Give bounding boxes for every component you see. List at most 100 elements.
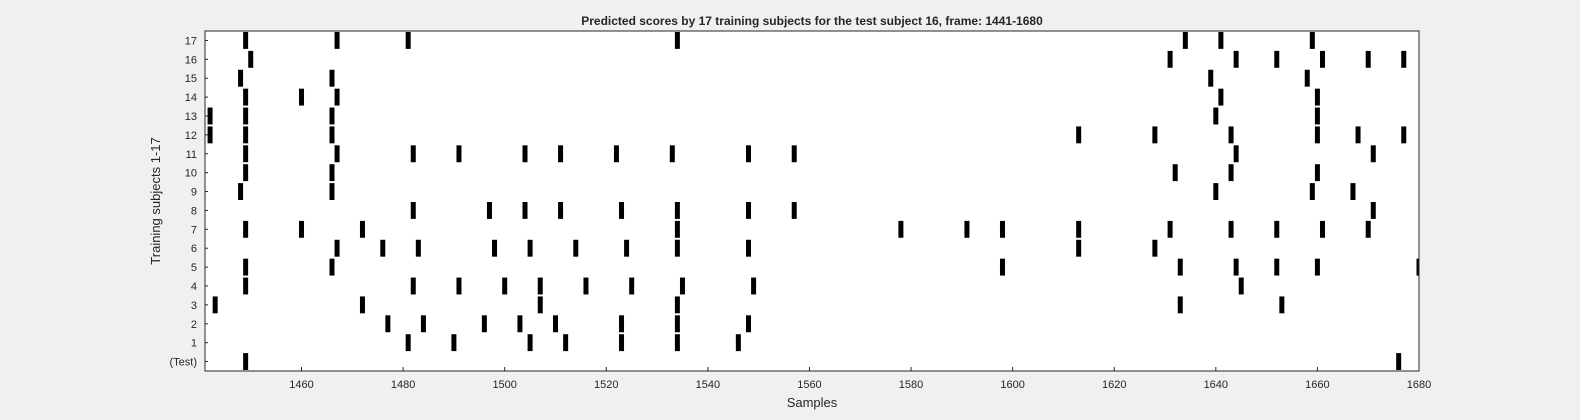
event-mark	[1396, 353, 1402, 370]
event-mark	[415, 239, 421, 257]
event-mark	[1167, 220, 1173, 238]
event-mark	[1076, 126, 1082, 144]
event-mark	[329, 164, 335, 182]
y-tick-label: 13	[185, 111, 197, 123]
event-mark	[207, 126, 213, 144]
plot-area	[205, 31, 1419, 371]
event-mark	[1274, 258, 1280, 276]
event-mark	[334, 88, 340, 106]
event-mark	[573, 239, 579, 257]
event-mark	[522, 145, 528, 163]
event-mark	[486, 202, 492, 219]
event-mark	[1076, 239, 1082, 257]
event-mark	[583, 277, 589, 295]
event-mark	[456, 145, 462, 163]
event-mark	[380, 239, 386, 257]
event-mark	[1370, 202, 1376, 219]
event-mark	[243, 32, 249, 49]
event-mark	[1228, 164, 1234, 182]
event-mark	[1401, 126, 1407, 144]
event-mark	[243, 277, 249, 295]
event-mark	[1370, 145, 1376, 163]
event-mark	[674, 220, 680, 238]
x-tick-label: 1580	[899, 379, 923, 391]
event-mark	[527, 239, 533, 257]
event-mark	[334, 239, 340, 257]
event-mark	[243, 126, 249, 144]
event-mark	[243, 164, 249, 182]
x-tick-label: 1600	[1000, 379, 1024, 391]
event-mark	[679, 277, 685, 295]
event-mark	[1314, 107, 1320, 125]
event-mark	[999, 220, 1005, 238]
event-mark	[212, 296, 218, 314]
event-mark	[243, 88, 249, 106]
x-tick-label: 1460	[289, 379, 313, 391]
event-mark	[1416, 258, 1419, 276]
event-mark	[1228, 220, 1234, 238]
event-mark	[669, 145, 675, 163]
x-tick-label: 1640	[1204, 379, 1228, 391]
event-mark	[329, 126, 335, 144]
event-mark	[334, 32, 340, 49]
y-tick-label: 2	[191, 319, 197, 331]
event-mark	[481, 315, 487, 333]
event-mark	[299, 220, 305, 238]
x-tick-label: 1620	[1102, 379, 1126, 391]
event-mark	[1274, 220, 1280, 238]
event-mark	[1152, 239, 1158, 257]
event-mark	[1218, 32, 1224, 49]
event-mark	[522, 202, 528, 219]
event-mark	[1309, 183, 1315, 200]
event-mark	[1365, 220, 1371, 238]
event-mark	[329, 183, 335, 200]
event-mark	[1304, 69, 1310, 87]
x-tick-label: 1480	[391, 379, 415, 391]
event-marks	[207, 32, 1419, 370]
event-mark	[1238, 277, 1244, 295]
x-tick-label: 1540	[696, 379, 720, 391]
event-mark	[558, 145, 564, 163]
event-mark	[746, 202, 752, 219]
event-mark	[410, 202, 416, 219]
event-mark	[746, 145, 752, 163]
event-mark	[1233, 145, 1239, 163]
event-mark	[613, 145, 619, 163]
event-mark	[964, 220, 970, 238]
event-mark	[1076, 220, 1082, 238]
y-tick-label: 17	[185, 35, 197, 47]
event-mark	[791, 202, 797, 219]
event-mark	[1152, 126, 1158, 144]
event-mark	[674, 296, 680, 314]
event-mark	[1355, 126, 1361, 144]
y-tick-label: 14	[185, 92, 197, 104]
event-mark	[410, 145, 416, 163]
event-mark	[1182, 32, 1188, 49]
event-mark	[1350, 183, 1356, 200]
event-mark	[1314, 258, 1320, 276]
event-mark	[1314, 88, 1320, 106]
y-tick-label: 3	[191, 300, 197, 312]
event-mark	[1365, 50, 1371, 68]
x-tick-label: 1680	[1407, 379, 1431, 391]
y-tick-label: 7	[191, 224, 197, 236]
event-mark	[405, 32, 411, 49]
event-mark	[1319, 220, 1325, 238]
event-mark	[492, 239, 498, 257]
event-mark	[1177, 258, 1183, 276]
event-mark	[674, 239, 680, 257]
event-mark	[674, 32, 680, 49]
x-axis-label: Samples	[787, 395, 838, 410]
event-mark	[329, 69, 335, 87]
event-mark	[537, 277, 543, 295]
event-mark	[359, 220, 365, 238]
event-mark	[999, 258, 1005, 276]
event-mark	[1233, 50, 1239, 68]
y-tick-label: 5	[191, 262, 197, 274]
x-axis-ticks: 1460 1480 1500 1520 1540 1560 1580 1600 1620 1640…	[289, 367, 1431, 391]
event-mark	[527, 334, 533, 352]
event-mark	[1167, 50, 1173, 68]
event-mark	[619, 315, 625, 333]
event-mark	[502, 277, 508, 295]
